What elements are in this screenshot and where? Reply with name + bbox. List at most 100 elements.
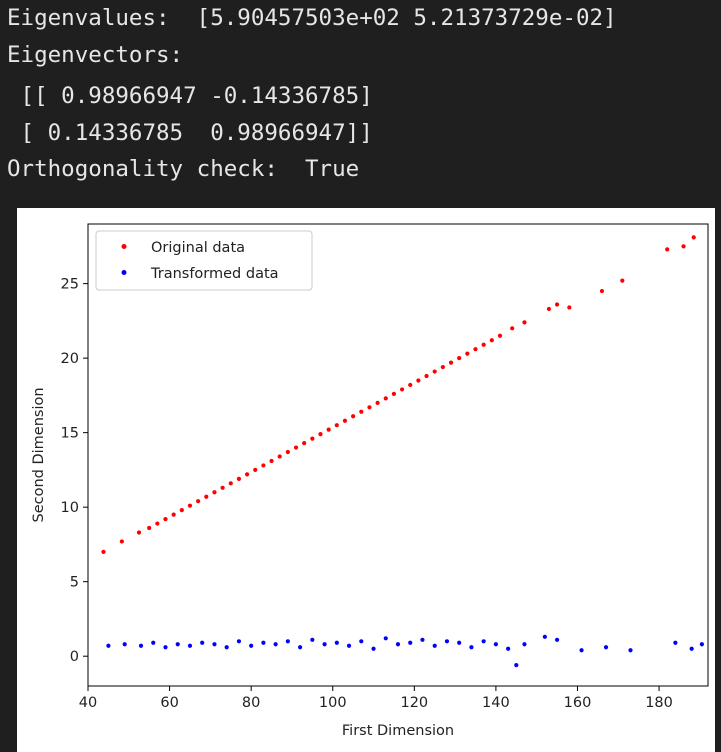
console-line-eigenvector-row-1: [[ 0.98966947 -0.14336785]	[7, 83, 373, 109]
legend: Original data Transformed data	[95, 230, 313, 291]
original-data-point	[269, 458, 274, 464]
transformed-data-point	[285, 639, 290, 644]
transformed-data-point	[359, 639, 364, 644]
original-data-point	[497, 333, 503, 338]
transformed-data-point	[249, 643, 254, 648]
original-data-point	[334, 423, 339, 428]
x-tick-label: 60	[160, 695, 178, 711]
scatter-chart: 40 60 80 100 120 140 160 180 0 5 10 15 20 25 First D…	[31, 223, 709, 739]
console-line-eigenvector-row-2: [ 0.14336785 0.98966947]]	[7, 120, 373, 146]
transformed-data-point	[506, 646, 511, 651]
x-axis: 40 60 80 100 120 140 160 180	[79, 686, 673, 711]
console-line-orthogonality: Orthogonality check: True	[7, 156, 360, 182]
original-data-point	[416, 378, 421, 383]
transformed-data-point	[673, 640, 678, 645]
original-data-point	[261, 463, 266, 468]
y-tick-label: 10	[61, 500, 79, 516]
transformed-data-point	[542, 634, 547, 639]
transformed-data-point	[514, 663, 519, 668]
original-data-point	[383, 396, 388, 401]
transformed-data-point	[603, 645, 609, 650]
y-axis: 0 5 10 15 20 25	[61, 277, 88, 665]
original-data-point	[326, 427, 331, 432]
y-tick-label: 15	[61, 426, 79, 442]
transformed-data-point	[236, 639, 242, 644]
original-data-point	[391, 391, 397, 396]
transformed-data-point	[469, 645, 474, 650]
x-tick-label: 140	[482, 695, 510, 711]
original-data-point	[567, 305, 572, 310]
transformed-data-point	[322, 642, 327, 647]
transformed-data-point	[444, 639, 450, 644]
transformed-data-point	[371, 646, 376, 651]
original-data-point	[155, 521, 160, 526]
original-data-point	[465, 351, 470, 356]
original-data-point	[101, 549, 106, 554]
y-tick-label: 20	[61, 351, 79, 367]
legend-label-original: Original data	[151, 240, 245, 256]
original-data-point	[691, 235, 696, 240]
transformed-data-point	[138, 643, 144, 648]
original-data-point	[510, 326, 515, 331]
original-data-point	[302, 440, 307, 446]
original-data-point	[432, 369, 437, 374]
original-data-point	[399, 387, 405, 392]
legend-marker-original	[121, 244, 127, 249]
original-data-point	[179, 508, 184, 513]
transformed-data-point	[224, 645, 229, 650]
original-data-point	[481, 342, 486, 347]
original-data-point	[367, 405, 372, 410]
original-data-point	[424, 373, 429, 379]
transformed-data-point	[200, 640, 205, 645]
transformed-data-point	[481, 639, 486, 644]
transformed-data-point	[522, 642, 527, 647]
original-data-point	[253, 467, 258, 472]
x-axis-label: First Dimension	[342, 723, 454, 739]
original-data-point	[620, 278, 625, 283]
transformed-data-point	[408, 640, 413, 645]
original-data-point	[163, 516, 168, 522]
transformed-data-point	[151, 640, 156, 645]
original-data-point	[277, 454, 282, 459]
original-data-point	[359, 409, 364, 414]
x-tick-label: 120	[400, 695, 428, 711]
original-data-point	[375, 400, 380, 405]
transformed-data-point	[298, 645, 303, 650]
y-tick-label: 25	[61, 277, 79, 293]
transformed-data-point	[212, 642, 217, 647]
original-data-point	[342, 418, 348, 423]
original-data-point	[554, 302, 560, 307]
transformed-data-point	[395, 642, 401, 647]
transformed-data-point	[310, 637, 315, 642]
original-data-point	[136, 530, 142, 535]
console-line-eigenvalues: Eigenvalues: [5.90457503e+02 5.21373729e…	[7, 5, 617, 31]
original-data-point	[285, 449, 290, 455]
transformed-data-point	[273, 642, 278, 647]
transformed-data-point	[334, 640, 339, 645]
transformed-data-point	[163, 645, 168, 650]
original-data-point	[244, 472, 250, 477]
transformed-data-point	[122, 642, 127, 647]
transformed-data-point	[175, 642, 180, 647]
original-data-point	[228, 481, 233, 486]
transformed-data-point	[689, 646, 694, 651]
original-data-point	[196, 499, 201, 504]
original-data-point	[440, 364, 445, 370]
transformed-data-point	[579, 648, 584, 653]
console-line-eigenvectors-label: Eigenvectors:	[7, 42, 184, 68]
transformed-data-point	[554, 637, 560, 642]
series-transformed-data	[106, 634, 704, 668]
original-data-point	[310, 436, 315, 441]
x-tick-label: 80	[242, 695, 260, 711]
transformed-data-point	[187, 643, 193, 648]
legend-box	[95, 230, 313, 291]
plot-output: 40 60 80 100 120 140 160 180 0 5 10 15 20 25 First D…	[17, 208, 715, 752]
original-data-point	[351, 414, 356, 419]
x-tick-label: 180	[645, 695, 673, 711]
original-data-point	[408, 382, 413, 388]
original-data-point	[119, 539, 124, 544]
transformed-data-point	[420, 637, 425, 642]
transformed-data-point	[699, 642, 704, 647]
original-data-point	[448, 360, 454, 365]
transformed-data-point	[383, 636, 388, 641]
